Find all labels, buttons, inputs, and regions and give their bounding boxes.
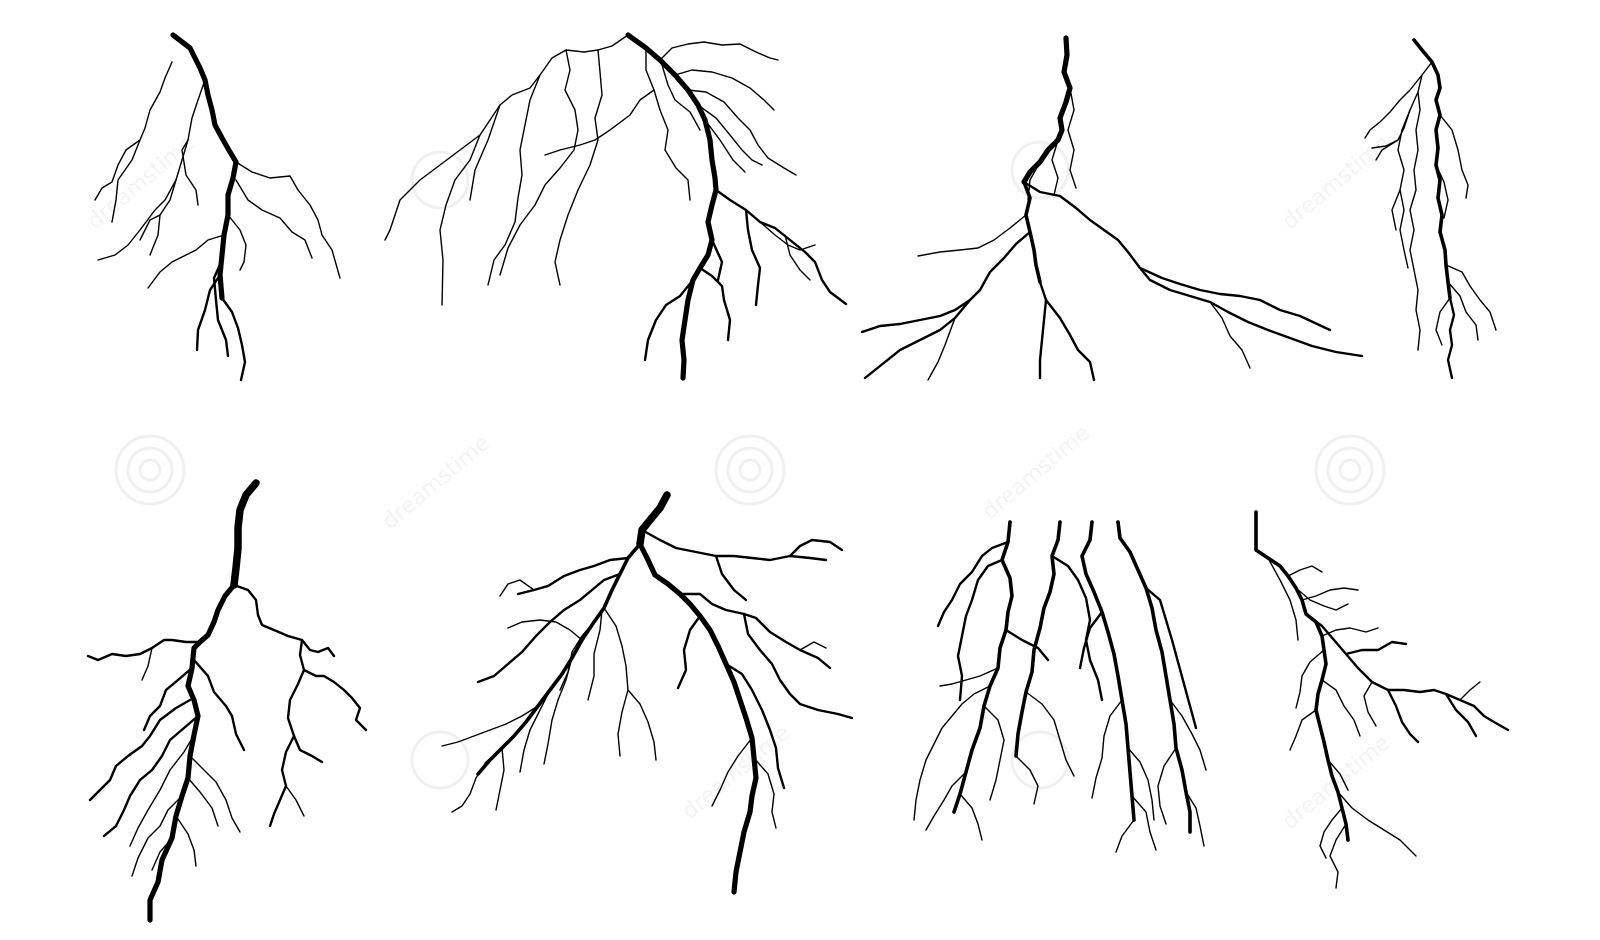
svg-text:dreamstime: dreamstime: [1278, 731, 1395, 835]
svg-text:dreamstime: dreamstime: [1278, 131, 1395, 235]
lightning-bolt-5: [86, 479, 368, 923]
lightning-bolt-2: [384, 32, 848, 381]
svg-text:dreamstime: dreamstime: [978, 421, 1095, 525]
lightning-bolt-3: [860, 35, 1364, 382]
watermark-text-marks: dreamstime dreamstime dreamstime dreamst…: [83, 131, 1395, 835]
lightning-bolt-8: [1254, 510, 1510, 889]
lightning-bolt-6: [441, 491, 854, 895]
watermark-logo-icon: [114, 140, 1386, 790]
lightning-bolt-1: [94, 32, 341, 382]
lightning-bolt-7: [913, 520, 1207, 853]
watermark: dreamstime dreamstime dreamstime dreamst…: [83, 131, 1395, 835]
svg-text:dreamstime: dreamstime: [83, 131, 200, 235]
svg-text:dreamstime: dreamstime: [378, 431, 495, 535]
lightning-bolt-4: [1364, 38, 1497, 380]
svg-text:dreamstime: dreamstime: [678, 721, 795, 825]
